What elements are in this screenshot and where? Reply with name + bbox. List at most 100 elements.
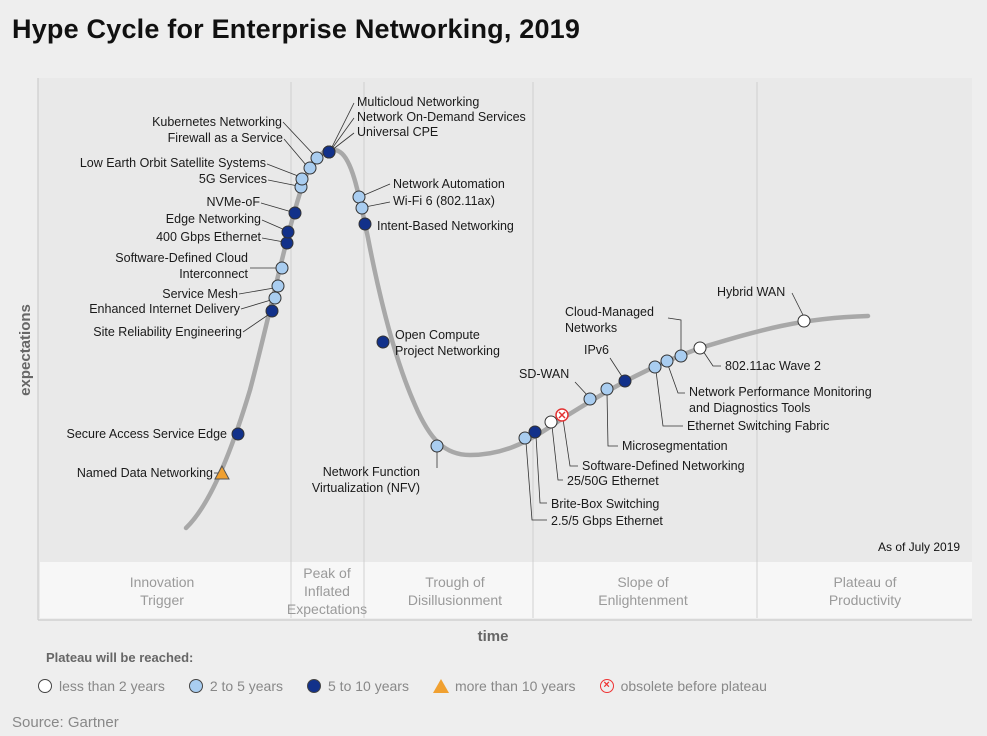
technology-marker [797, 314, 811, 328]
legend: less than 2 years 2 to 5 years 5 to 10 y… [38, 678, 791, 694]
phase-band [40, 562, 972, 618]
technology-markers [214, 145, 811, 480]
leader-line [261, 219, 286, 231]
leader-line [361, 183, 391, 197]
leader-line [364, 201, 391, 208]
technology-label: Secure Access Service Edge [67, 427, 228, 441]
technology-label: Intent-Based Networking [377, 219, 514, 233]
technology-marker [268, 291, 282, 305]
technology-marker [310, 151, 324, 165]
legend-item-less-than-2: less than 2 years [38, 678, 165, 694]
light-blue-circle-icon [188, 679, 203, 693]
technology-label: Network Performance Monitoring and Diagno… [689, 385, 872, 415]
technology-label: Service Mesh [162, 287, 238, 301]
leader-line [655, 370, 683, 427]
technology-marker [660, 354, 674, 368]
legend-label: less than 2 years [59, 678, 165, 694]
dark-blue-circle-icon [307, 679, 321, 693]
legend-label: obsolete before plateau [620, 678, 767, 694]
x-axis-label: time [478, 628, 509, 645]
technology-marker [281, 225, 295, 239]
technology-label: Ethernet Switching Fabric [687, 419, 829, 433]
technology-marker [280, 236, 294, 250]
leader-line [667, 317, 682, 352]
technology-label: NVMe-oF [207, 195, 261, 209]
phase-dividers [290, 82, 758, 618]
chart-title: Hype Cycle for Enterprise Networking, 20… [12, 14, 581, 44]
phase-label: Plateau of Productivity [829, 574, 901, 608]
technology-label: 400 Gbps Ethernet [156, 230, 261, 244]
technology-marker [648, 360, 662, 374]
technology-marker [303, 161, 317, 175]
leader-line [238, 287, 275, 295]
technology-label: Firewall as a Service [168, 131, 283, 145]
as-of-note: As of July 2019 [878, 540, 961, 554]
plot-background [38, 78, 972, 618]
technology-marker [358, 217, 372, 231]
technology-labels: Named Data Networking Secure Access Servi… [67, 95, 872, 528]
technology-label: SD-WAN [519, 367, 569, 381]
technology-label: Hybrid WAN [717, 285, 785, 299]
technology-marker [322, 145, 336, 159]
technology-marker [288, 206, 302, 220]
legend-item-obsolete: × obsolete before plateau [599, 678, 767, 694]
technology-label: 802.11ac Wave 2 [725, 359, 821, 373]
technology-label: 5G Services [199, 172, 267, 186]
phase-label: Peak of Inflated Expectations [287, 565, 367, 617]
technology-marker [674, 349, 688, 363]
legend-item-2-to-5: 2 to 5 years [188, 678, 283, 694]
leader-lines [214, 102, 805, 521]
technology-marker [231, 427, 245, 441]
technology-label: Wi-Fi 6 (802.11ax) [393, 194, 495, 208]
leader-line [606, 392, 618, 447]
technology-marker [376, 335, 390, 349]
technology-label: Named Data Networking [77, 466, 213, 480]
technology-label: Microsegmentation [622, 439, 728, 453]
technology-label: Site Reliability Engineering [93, 325, 242, 339]
technology-marker [618, 374, 632, 388]
technology-label: Edge Networking [166, 212, 261, 226]
technology-label: Network Automation [393, 177, 505, 191]
legend-label: more than 10 years [454, 678, 576, 694]
leader-line [535, 435, 547, 504]
phase-label: Slope of Enlightenment [598, 574, 688, 608]
y-axis-label: expectations [17, 304, 34, 396]
leader-line [266, 163, 299, 177]
technology-label: Software-Defined Networking [582, 459, 745, 473]
technology-marker [528, 425, 542, 439]
technology-marker [352, 190, 366, 204]
legend-title: Plateau will be reached: [46, 650, 194, 665]
technology-label: Universal CPE [357, 125, 438, 139]
technology-marker [271, 279, 285, 293]
leader-line [283, 138, 307, 166]
technology-marker [583, 392, 597, 406]
leader-line [667, 364, 685, 394]
technology-label: Cloud-Managed Networks [565, 305, 654, 335]
technology-label: Kubernetes Networking [152, 115, 282, 129]
leader-line [791, 292, 805, 318]
technology-label: Enhanced Internet Delivery [89, 302, 241, 316]
technology-marker [355, 201, 369, 215]
technology-label: IPv6 [584, 343, 609, 357]
obsolete-cross-icon [558, 411, 566, 419]
leader-line [240, 299, 272, 310]
technology-marker [265, 304, 279, 318]
leader-line [260, 202, 293, 213]
technology-label: 25/50G Ethernet [567, 474, 659, 488]
technology-marker [600, 382, 614, 396]
technology-marker-triangle [214, 464, 230, 480]
legend-item-5-to-10: 5 to 10 years [307, 678, 409, 694]
leader-line [242, 314, 269, 333]
leader-line [562, 418, 578, 467]
leader-line [330, 102, 355, 150]
legend-label: 5 to 10 years [328, 678, 409, 694]
orange-triangle-icon [432, 679, 449, 693]
technology-marker [275, 261, 289, 275]
technology-marker [430, 439, 444, 453]
technology-label: Brite-Box Switching [551, 497, 659, 511]
phase-label: Innovation Trigger [130, 574, 195, 608]
technology-label: 2.5/5 Gbps Ethernet [551, 514, 663, 528]
technology-marker [295, 172, 309, 186]
technology-label: Open Compute Project Networking [395, 328, 500, 358]
source-note: Source: Gartner [12, 714, 119, 731]
